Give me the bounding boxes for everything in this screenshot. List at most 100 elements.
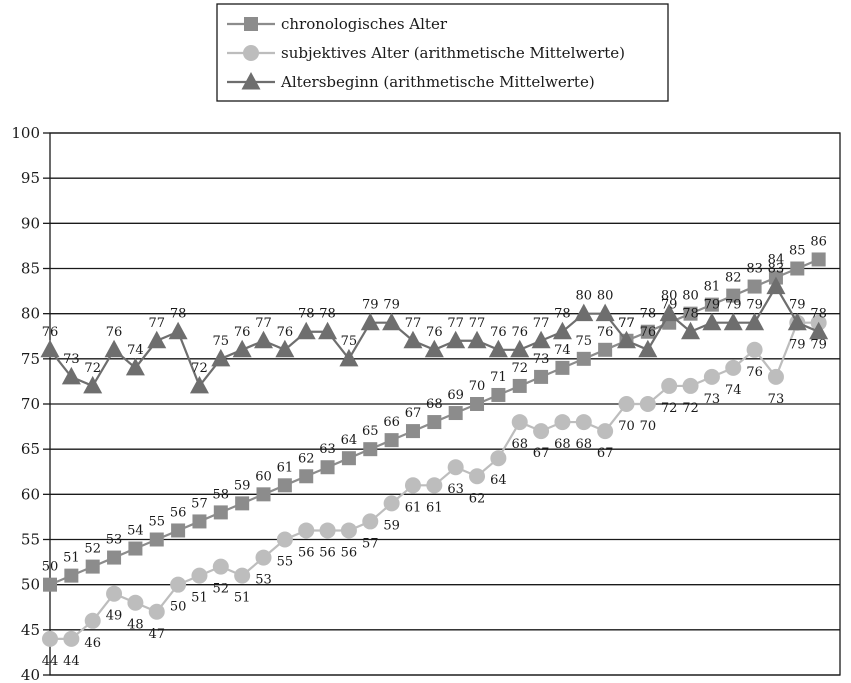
- series-2-point-9: [212, 558, 229, 575]
- y-tick-label-75: 75: [21, 350, 40, 368]
- series-1-label-35: 84: [768, 253, 785, 268]
- series-3-label-34: 79: [746, 298, 763, 313]
- y-tick-label-90: 90: [21, 214, 40, 232]
- legend-label-2: subjektives Alter (arithmetische Mittelw…: [281, 44, 625, 62]
- series-3-label-25: 78: [554, 307, 571, 322]
- series-3-point-10: [232, 339, 252, 358]
- series-3-label-19: 76: [426, 325, 443, 340]
- series-1-point-3: [85, 559, 100, 574]
- series-1-point-9: [213, 505, 228, 520]
- series-2-label-26: 68: [576, 437, 593, 452]
- series-2-label-18: 61: [405, 500, 422, 515]
- series-3-label-6: 77: [148, 316, 165, 331]
- series-2-label-7: 50: [170, 600, 187, 615]
- series-1-point-13: [299, 469, 314, 484]
- series-1-point-10: [235, 496, 250, 511]
- series-2-point-27: [597, 423, 614, 440]
- series-3-label-31: 78: [682, 307, 699, 322]
- series-1-point-2: [64, 568, 79, 583]
- series-2-label-34: 76: [746, 365, 763, 380]
- series-3-point-16: [360, 312, 380, 331]
- series-1-label-12: 61: [277, 460, 294, 475]
- series-1-point-15: [341, 451, 356, 466]
- series-1-point-29: [640, 324, 655, 339]
- series-3-point-36: [787, 312, 807, 331]
- y-tick-label-50: 50: [21, 576, 40, 594]
- series-2-label-37: 79: [810, 338, 827, 353]
- series-1-label-28: 77: [618, 316, 635, 331]
- series-2-label-2: 44: [63, 654, 80, 669]
- series-3-point-20: [446, 330, 466, 349]
- legend: chronologisches Alter subjektives Alter (…: [216, 3, 669, 102]
- series-3-point-4: [104, 339, 124, 358]
- series-1-label-3: 52: [84, 542, 101, 557]
- series-1-label-13: 62: [298, 451, 315, 466]
- series-1-label-14: 63: [319, 442, 336, 457]
- legend-box: [216, 3, 669, 102]
- series-3-point-11: [254, 330, 274, 349]
- series-1-label-7: 56: [170, 505, 187, 520]
- series-1-label-21: 70: [469, 379, 486, 394]
- series-2-label-23: 68: [511, 437, 528, 452]
- series-2-label-27: 67: [597, 446, 614, 461]
- series-3-point-14: [318, 321, 338, 340]
- legend-label-1: chronologisches Alter: [281, 15, 448, 33]
- series-1-label-19: 68: [426, 397, 443, 412]
- series-1-point-34: [747, 279, 762, 294]
- series-2-label-33: 74: [725, 383, 742, 398]
- y-tick-label-65: 65: [21, 440, 40, 458]
- series-2-point-10: [234, 567, 251, 584]
- series-1-label-2: 51: [63, 551, 80, 566]
- series-1-label-18: 67: [405, 406, 422, 421]
- series-2-point-15: [340, 522, 357, 539]
- series-2-label-11: 53: [255, 573, 272, 588]
- series-3-label-21: 77: [469, 316, 486, 331]
- series-1-label-30: 79: [661, 298, 678, 313]
- series-3-label-30: 80: [661, 289, 678, 304]
- series-3-point-26: [574, 303, 594, 322]
- series-3-label-35: 83: [768, 262, 785, 277]
- legend-marker-1: [244, 17, 258, 31]
- series-3-label-16: 79: [362, 298, 379, 313]
- series-3-point-30: [659, 303, 679, 322]
- series-3-point-24: [531, 330, 551, 349]
- series-3-point-1: [40, 339, 60, 358]
- series-2-label-1: 44: [42, 654, 59, 669]
- legend-marker-3: [241, 72, 261, 90]
- series-2-point-29: [639, 396, 656, 412]
- series-1-point-37: [811, 252, 826, 267]
- series-1-label-25: 74: [554, 343, 571, 358]
- series-3-point-21: [467, 330, 487, 349]
- series-2-point-6: [148, 603, 165, 620]
- series-2-label-3: 46: [84, 636, 101, 651]
- series-1-point-17: [384, 433, 399, 448]
- series-3-point-34: [745, 312, 765, 331]
- series-2-label-22: 64: [490, 473, 507, 488]
- series-1-point-18: [405, 424, 420, 439]
- series-3-point-37: [809, 321, 829, 340]
- series-2-label-10: 51: [234, 591, 251, 606]
- series-2-label-12: 55: [277, 555, 294, 570]
- series-1-label-32: 81: [704, 280, 721, 295]
- series-3-label-9: 75: [213, 334, 230, 349]
- series-3-label-15: 75: [341, 334, 358, 349]
- series-2-label-5: 48: [127, 618, 144, 633]
- series-2-label-24: 67: [533, 446, 550, 461]
- series-3-label-13: 78: [298, 307, 315, 322]
- series-1-point-25: [555, 360, 570, 375]
- series-3-label-17: 79: [383, 298, 400, 313]
- series-1-label-15: 64: [341, 433, 358, 448]
- data-labels: 50 51 52 53 54 55 56 57 58 59 60 61 62 63 64 65 66 67 68 69…: [42, 234, 827, 668]
- series-2-label-25: 68: [554, 437, 571, 452]
- series-2-point-23: [511, 414, 528, 431]
- series-1-label-20: 69: [447, 388, 464, 403]
- series-2-point-24: [533, 423, 550, 440]
- series-2-point-18: [404, 477, 421, 494]
- series-1-point-16: [363, 442, 378, 457]
- series-3-point-17: [382, 312, 402, 331]
- series-1-label-1: 50: [42, 560, 59, 575]
- series-2-label-35: 73: [768, 392, 785, 407]
- series-3-point-13: [296, 321, 316, 340]
- series-2-point-28: [618, 396, 635, 412]
